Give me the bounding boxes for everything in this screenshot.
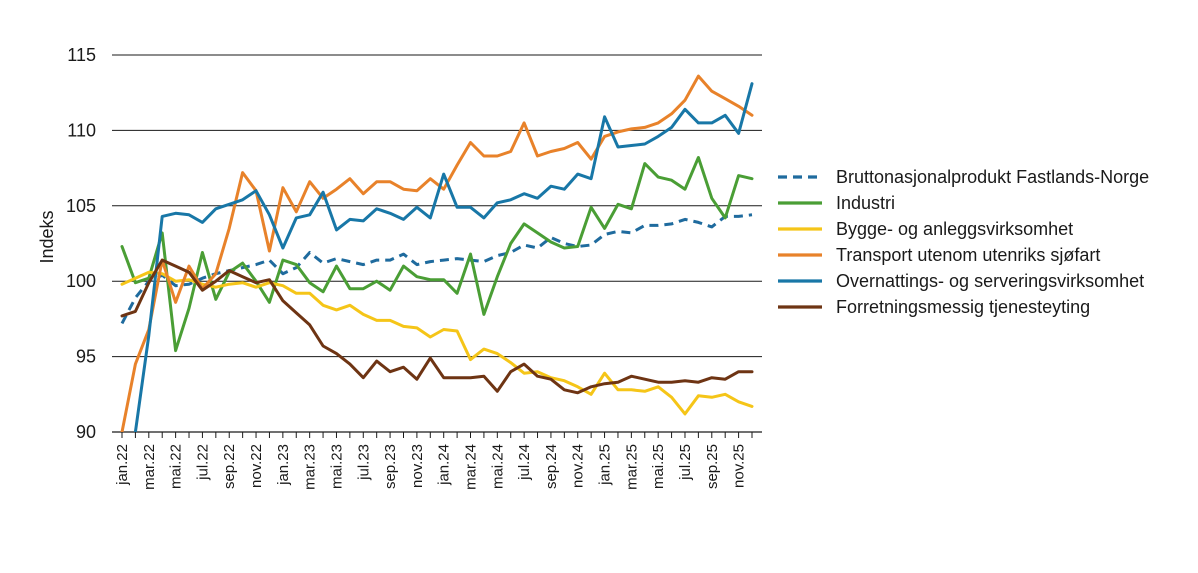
x-tick-label: jul.23 <box>355 444 372 481</box>
x-tick-label: mai.24 <box>489 444 506 489</box>
y-tick-label: 90 <box>76 422 96 442</box>
x-tick-label: sep.24 <box>543 444 560 489</box>
y-axis-title: Indeks <box>37 210 57 263</box>
legend-label-6: Forretningsmessig tjenesteyting <box>836 297 1090 317</box>
gridlines <box>112 54 762 358</box>
x-tick-label: mai.22 <box>168 444 185 489</box>
x-tick-label: mai.23 <box>328 444 345 489</box>
x-tick-label: mar.22 <box>141 444 158 490</box>
x-tick-label: jan.22 <box>114 444 131 486</box>
legend-label-5: Overnattings- og serveringsvirksomhet <box>836 271 1144 291</box>
y-tick-label: 110 <box>67 120 96 140</box>
x-tick-label: jul.25 <box>677 444 694 481</box>
legend-label-4: Transport utenom utenriks sjøfart <box>836 245 1100 265</box>
y-tick-label: 105 <box>66 196 96 216</box>
x-tick-label: sep.25 <box>704 444 721 489</box>
legend-label-2: Industri <box>836 193 895 213</box>
series-line-5 <box>133 82 754 432</box>
x-tick-label: nov.25 <box>731 444 748 488</box>
series-lines <box>120 74 754 432</box>
x-tick-label: nov.24 <box>570 444 587 488</box>
x-tick-label: jan.23 <box>275 444 292 486</box>
x-tick-label: nov.23 <box>409 444 426 488</box>
y-tick-label: 100 <box>66 271 96 291</box>
x-tick-label: jul.24 <box>516 444 533 481</box>
x-tick-label: jan.24 <box>436 444 453 486</box>
x-tick-label: mar.24 <box>463 444 480 490</box>
x-tick-label: mar.23 <box>302 444 319 490</box>
legend: Bruttonasjonalprodukt Fastlands-Norge Ind… <box>778 167 1149 317</box>
y-tick-label: 95 <box>76 347 96 367</box>
x-tick-label: mai.25 <box>650 444 667 489</box>
legend-label-3: Bygge- og anleggsvirksomhet <box>836 219 1073 239</box>
x-tick-label: mar.25 <box>623 444 640 490</box>
y-tick-label: 115 <box>67 45 96 65</box>
series-line-3 <box>120 270 754 416</box>
x-tick-label: nov.22 <box>248 444 265 488</box>
series-line-4 <box>120 74 754 432</box>
axes: 90 95 100 105 110 115 jan.22 mar.22 mai.22 jul.22… <box>66 45 762 490</box>
x-tick-label: sep.23 <box>382 444 399 489</box>
legend-label-1: Bruttonasjonalprodukt Fastlands-Norge <box>836 167 1149 187</box>
x-tick-label: sep.22 <box>221 444 238 489</box>
series-line-6 <box>120 258 754 395</box>
series-line-2 <box>120 156 754 353</box>
x-tick-label: jan.25 <box>597 444 614 486</box>
x-tick-label: jul.22 <box>194 444 211 481</box>
